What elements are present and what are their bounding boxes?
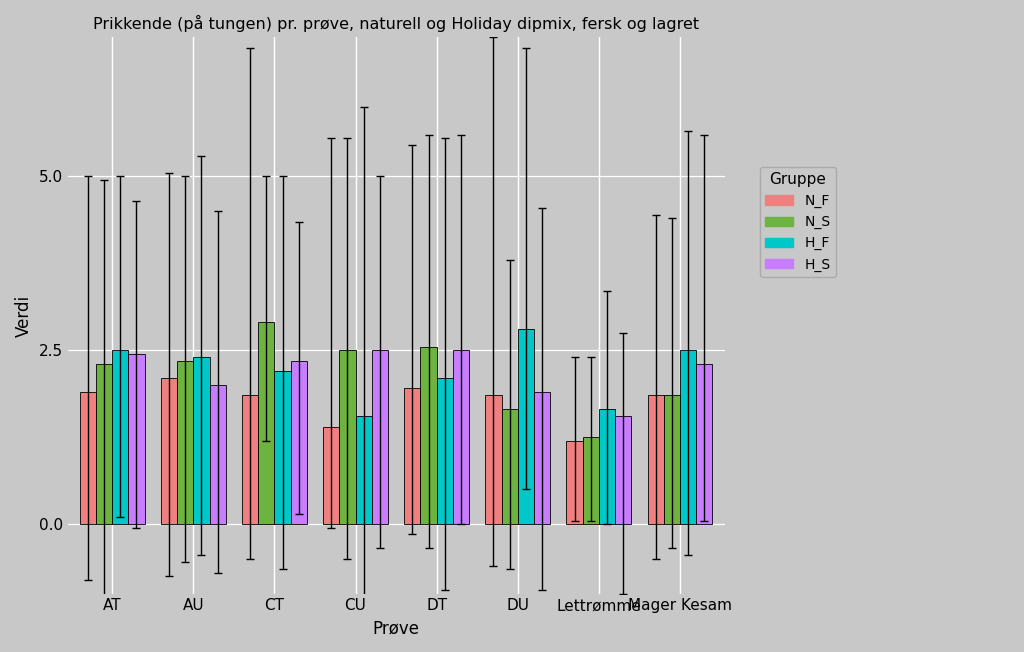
Bar	[323, 426, 339, 524]
Bar	[339, 350, 355, 524]
Bar	[210, 385, 225, 524]
Bar	[96, 364, 113, 524]
Bar	[599, 409, 615, 524]
Bar	[615, 416, 632, 524]
Bar	[291, 361, 307, 524]
X-axis label: Prøve: Prøve	[373, 619, 420, 637]
Bar	[372, 350, 388, 524]
Bar	[696, 364, 713, 524]
Bar	[518, 329, 534, 524]
Bar	[194, 357, 210, 524]
Bar	[502, 409, 518, 524]
Bar	[664, 395, 680, 524]
Bar	[583, 437, 599, 524]
Bar	[128, 353, 144, 524]
Legend: N_F, N_S, H_F, H_S: N_F, N_S, H_F, H_S	[760, 167, 836, 277]
Bar	[258, 323, 274, 524]
Bar	[421, 347, 436, 524]
Bar	[177, 361, 194, 524]
Bar	[113, 350, 128, 524]
Bar	[453, 350, 469, 524]
Bar	[436, 378, 453, 524]
Bar	[274, 371, 291, 524]
Bar	[566, 441, 583, 524]
Bar	[680, 350, 696, 524]
Title: Prikkende (på tungen) pr. prøve, naturell og Holiday dipmix, fersk og lagret: Prikkende (på tungen) pr. prøve, naturel…	[93, 15, 699, 32]
Bar	[647, 395, 664, 524]
Bar	[355, 416, 372, 524]
Bar	[534, 392, 550, 524]
Y-axis label: Verdi: Verdi	[15, 295, 33, 336]
Bar	[161, 378, 177, 524]
Bar	[242, 395, 258, 524]
Bar	[404, 389, 421, 524]
Bar	[80, 392, 96, 524]
Bar	[485, 395, 502, 524]
